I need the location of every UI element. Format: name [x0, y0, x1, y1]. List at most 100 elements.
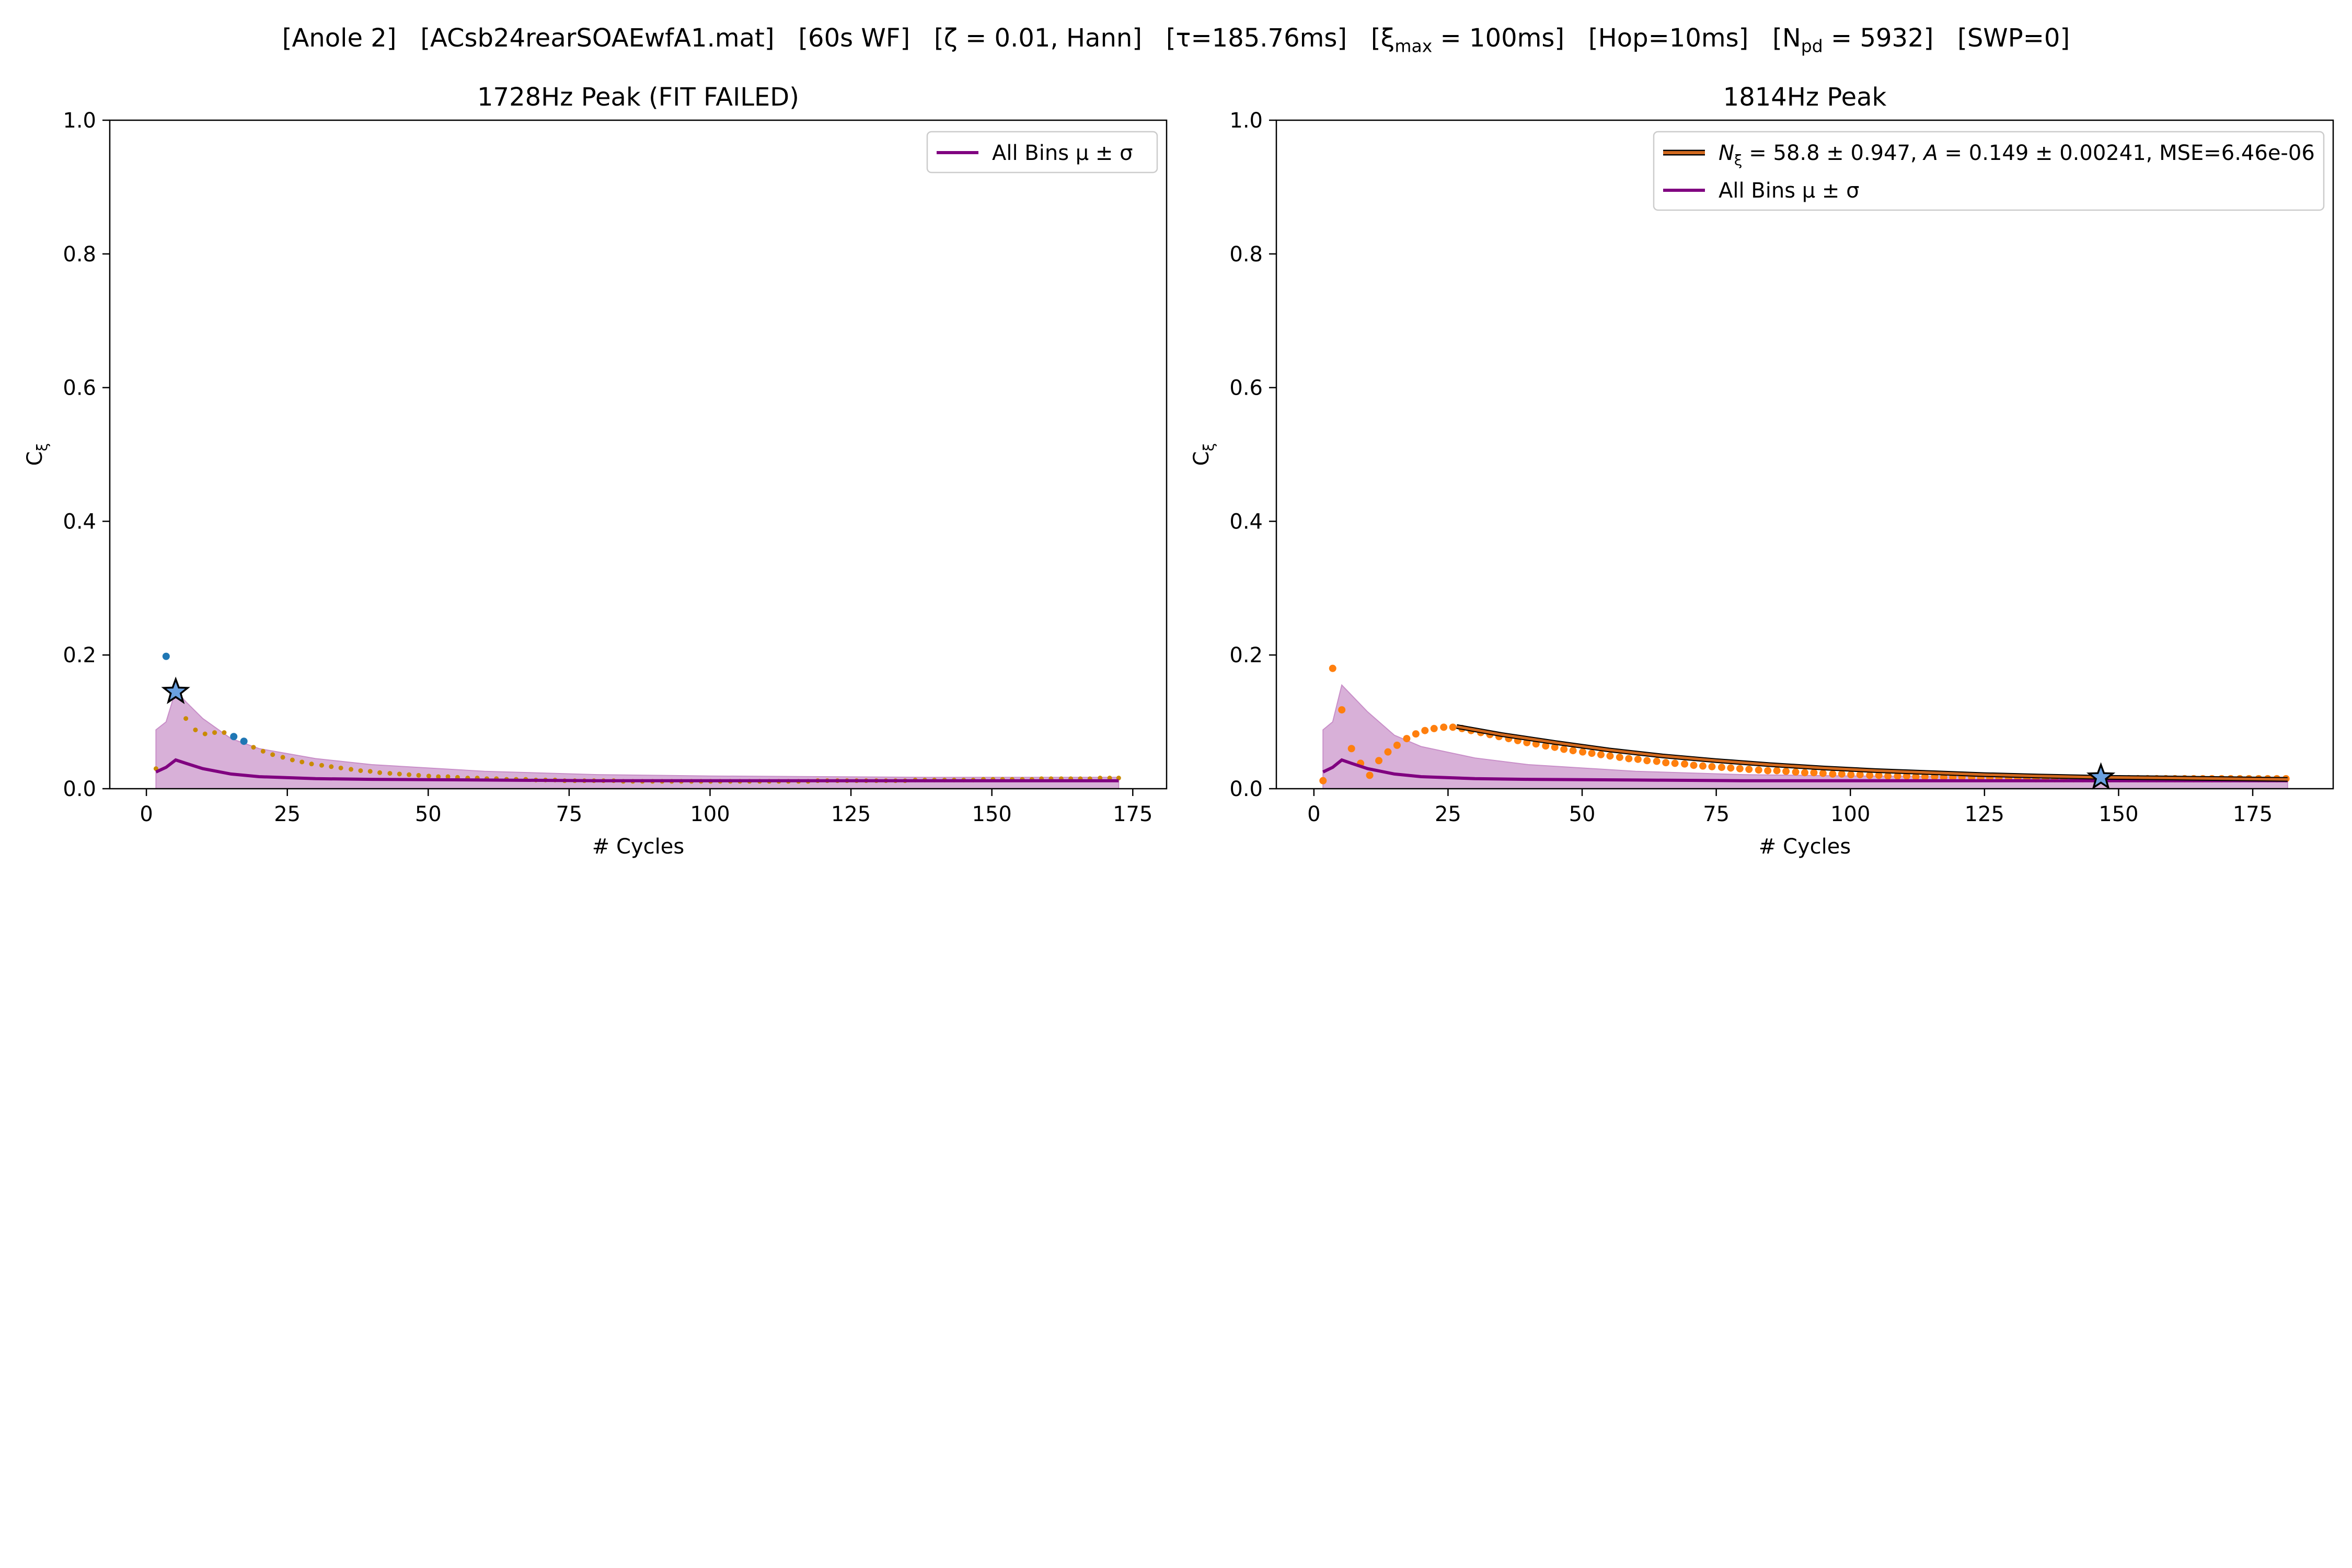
y-tick-label: 1.0 [1229, 109, 1263, 133]
x-tick-label: 75 [556, 802, 582, 826]
x-tick-label: 125 [1965, 802, 2004, 826]
data-point [1671, 759, 1679, 767]
data-point [1782, 767, 1790, 775]
data-point [1894, 772, 1901, 780]
data-point-blue [230, 733, 238, 741]
data-point [212, 730, 217, 735]
suptitle-wf: [60s WF] [798, 24, 910, 53]
data-point [280, 755, 285, 760]
data-point [1347, 745, 1355, 753]
data-point [1838, 770, 1846, 778]
data-point [1912, 773, 1920, 780]
y-tick-label: 0.8 [1229, 243, 1263, 267]
y-tick-label: 0.4 [63, 510, 96, 534]
suptitle-swp: [SWP=0] [1957, 24, 2070, 53]
legend-label: All Bins μ ± σ [1719, 179, 1860, 203]
data-point [1736, 765, 1744, 773]
mean-line [155, 758, 1119, 782]
data-point [1625, 755, 1633, 763]
data-point [1542, 742, 1550, 750]
y-tick-label: 0.4 [1229, 510, 1263, 534]
data-point [1560, 745, 1568, 753]
axes-frame [109, 119, 1168, 790]
data-point [367, 769, 373, 774]
data-point [202, 731, 207, 736]
data-point [358, 768, 363, 773]
data-point [338, 765, 343, 770]
data-point [1551, 743, 1559, 751]
x-axis-label: # Cycles [1759, 835, 1851, 859]
data-point [1819, 769, 1827, 777]
data-point [1430, 724, 1438, 732]
legend: All Bins μ ± σ [926, 131, 1158, 174]
data-point [1588, 750, 1596, 757]
data-point [1875, 771, 1883, 779]
y-tick-label: 0.6 [63, 376, 96, 400]
data-point [407, 772, 412, 777]
peak-star-marker [2086, 762, 2116, 790]
y-tick-label: 0.6 [1229, 376, 1263, 400]
data-point [1412, 730, 1420, 738]
suptitle-tau: [τ=185.76ms] [1166, 24, 1347, 53]
x-tick-label: 100 [1830, 802, 1870, 826]
data-point [1773, 767, 1781, 775]
fit-line [1456, 725, 2288, 781]
data-point [1810, 769, 1818, 777]
x-axis-label: # Cycles [592, 835, 684, 859]
data-point [426, 774, 431, 779]
legend: Nξ = 58.8 ± 0.947, A = 0.149 ± 0.00241, … [1653, 131, 2325, 211]
data-point [1681, 760, 1689, 768]
x-tick-label: 50 [415, 802, 442, 826]
data-point [222, 730, 227, 735]
data-point [183, 716, 189, 721]
data-point [1884, 772, 1892, 780]
data-point [397, 771, 402, 777]
data-point [1569, 747, 1577, 755]
y-tick-label: 0.2 [63, 643, 96, 667]
data-point [1579, 748, 1587, 756]
data-point-blue [162, 652, 170, 660]
x-tick-label: 25 [1435, 802, 1461, 826]
x-tick-label: 50 [1569, 802, 1596, 826]
data-point [1440, 723, 1448, 731]
data-point [1384, 748, 1392, 756]
data-point [1449, 723, 1457, 731]
axes-frame [1275, 119, 2334, 790]
legend-label: All Bins μ ± σ [992, 141, 1133, 165]
y-tick-label: 1.0 [63, 109, 96, 133]
data-point [1745, 765, 1753, 773]
x-tick-label: 175 [1113, 802, 1152, 826]
data-point [251, 745, 256, 750]
data-point [290, 757, 295, 763]
data-point [270, 752, 275, 757]
data-point [329, 764, 334, 769]
data-point [193, 727, 198, 732]
data-point [1319, 777, 1327, 785]
suptitle-ximax: [ξmax = 100ms] [1370, 24, 1565, 56]
data-point [1662, 759, 1670, 767]
data-point [1847, 771, 1855, 779]
data-point [319, 763, 324, 768]
y-tick-label: 0.8 [63, 243, 96, 267]
data-point [1699, 762, 1707, 770]
data-point [1792, 768, 1800, 776]
y-tick-label: 0.2 [1229, 643, 1263, 667]
y-axis-label: Cξ [23, 443, 51, 466]
mean-line [1322, 758, 2288, 782]
figure-suptitle: [Anole 2] [ACsb24rearSOAEwfA1.mat] [60s … [0, 24, 2352, 56]
legend-box [926, 131, 1158, 174]
data-point [1856, 771, 1864, 779]
peak-star-marker [161, 676, 190, 705]
data-point [1338, 706, 1346, 714]
data-point [1829, 770, 1837, 778]
suptitle-zeta: [ζ = 0.01, Hann] [933, 24, 1143, 53]
data-point [377, 770, 383, 775]
legend-label-fit: Nξ = 58.8 ± 0.947, A = 0.149 ± 0.00241, … [1719, 141, 2315, 169]
x-tick-label: 100 [690, 802, 730, 826]
data-point [416, 773, 421, 778]
chart-panel-2: 0 25 50 75 100 125 150 175 0.0 0.2 0.4 0.6 0.8 1.0 181… [1190, 83, 2334, 859]
data-point [1634, 755, 1642, 763]
x-tick-label: 150 [972, 802, 1012, 826]
chart-title: 1814Hz Peak [1723, 83, 1887, 112]
